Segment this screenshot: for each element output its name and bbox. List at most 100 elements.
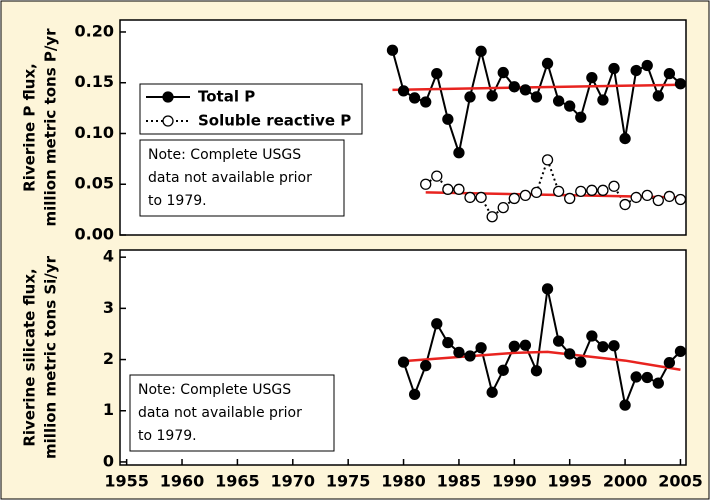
data-point	[575, 111, 587, 123]
data-point	[630, 371, 642, 383]
data-point	[397, 356, 410, 368]
data-point	[608, 180, 620, 192]
data-point	[453, 183, 465, 195]
data-point	[497, 201, 509, 214]
data-point	[508, 192, 520, 205]
y-tick-label: 1	[103, 400, 114, 419]
note-text: Note: Complete USGS	[138, 382, 291, 398]
note-text: to 1979.	[138, 428, 197, 444]
data-point	[486, 386, 498, 398]
data-point	[597, 341, 609, 353]
data-point	[619, 132, 631, 145]
x-tick-label: 1985	[437, 472, 482, 491]
data-point	[508, 81, 520, 93]
note-text: to 1979.	[148, 193, 207, 209]
data-point	[552, 95, 565, 107]
data-point	[519, 189, 532, 202]
data-point	[431, 170, 443, 182]
data-point	[663, 67, 676, 80]
data-point	[431, 67, 443, 80]
y-tick-label: 0.10	[75, 123, 114, 142]
data-point	[530, 91, 543, 103]
data-point	[586, 330, 598, 342]
data-point	[608, 62, 620, 75]
x-tick-label: 1995	[547, 472, 592, 491]
data-point	[497, 364, 509, 376]
data-point	[641, 189, 653, 202]
x-tick-label: 1990	[492, 472, 537, 491]
data-point	[564, 348, 576, 360]
note-text: Note: Complete USGS	[148, 147, 301, 163]
data-point	[475, 45, 487, 57]
data-point	[464, 91, 476, 103]
y-axis-label: million metric tons P/yr	[42, 28, 60, 227]
legend-box	[139, 83, 363, 135]
y-tick-label: 0	[103, 451, 114, 470]
note-box	[129, 374, 335, 452]
data-point	[541, 57, 554, 70]
note-text: data not available prior	[148, 170, 312, 186]
data-point	[663, 190, 676, 203]
data-point	[652, 90, 664, 102]
y-tick-label: 0.20	[75, 21, 114, 40]
data-point	[541, 154, 554, 166]
data-point	[475, 342, 487, 354]
x-tick-label: 2005	[658, 472, 703, 491]
x-tick-label: 1955	[104, 472, 149, 491]
data-point	[674, 193, 687, 206]
data-point	[597, 94, 609, 106]
data-point	[564, 100, 576, 112]
data-point	[497, 66, 509, 79]
data-point	[397, 85, 410, 97]
data-point	[552, 335, 565, 347]
data-point	[619, 399, 631, 411]
data-point	[530, 186, 543, 199]
data-point	[663, 356, 676, 369]
legend-label: Total P	[198, 88, 255, 106]
data-point	[486, 90, 498, 102]
data-point	[408, 92, 421, 104]
data-point	[508, 340, 520, 352]
x-tick-label: 1965	[215, 472, 260, 491]
legend-label: Soluble reactive P	[198, 112, 351, 130]
legend-marker	[162, 115, 174, 127]
y-tick-label: 0.15	[75, 72, 114, 91]
y-axis-label: Riverine silicate flux,	[21, 268, 39, 446]
data-point	[420, 178, 432, 190]
data-point	[674, 345, 687, 358]
legend-marker	[162, 91, 174, 103]
data-point	[486, 211, 498, 223]
data-point	[464, 350, 476, 362]
data-point	[431, 318, 443, 330]
y-axis-label: million metric tons Si/yr	[42, 255, 60, 459]
data-point	[652, 377, 664, 389]
data-point	[630, 64, 642, 77]
data-point	[442, 183, 454, 195]
data-point	[519, 339, 532, 351]
data-point	[464, 191, 476, 204]
data-point	[619, 198, 631, 211]
x-tick-label: 2000	[603, 472, 648, 491]
data-point	[530, 365, 543, 377]
data-point	[552, 185, 565, 198]
x-tick-label: 1960	[160, 472, 205, 491]
note-text: data not available prior	[138, 405, 302, 421]
data-point	[420, 96, 432, 108]
data-point	[519, 84, 532, 96]
x-tick-label: 1980	[381, 472, 426, 491]
data-point	[442, 113, 454, 125]
data-point	[674, 78, 687, 90]
data-point	[608, 340, 620, 352]
data-point	[652, 194, 664, 207]
y-tick-label: 2	[103, 349, 114, 368]
data-point	[386, 44, 399, 56]
data-point	[586, 72, 598, 84]
data-point	[541, 283, 554, 295]
data-point	[442, 337, 454, 349]
note-box	[139, 139, 345, 217]
data-point	[420, 360, 432, 372]
x-tick-label: 1975	[326, 472, 371, 491]
data-point	[453, 346, 465, 359]
trend-line	[392, 83, 681, 92]
